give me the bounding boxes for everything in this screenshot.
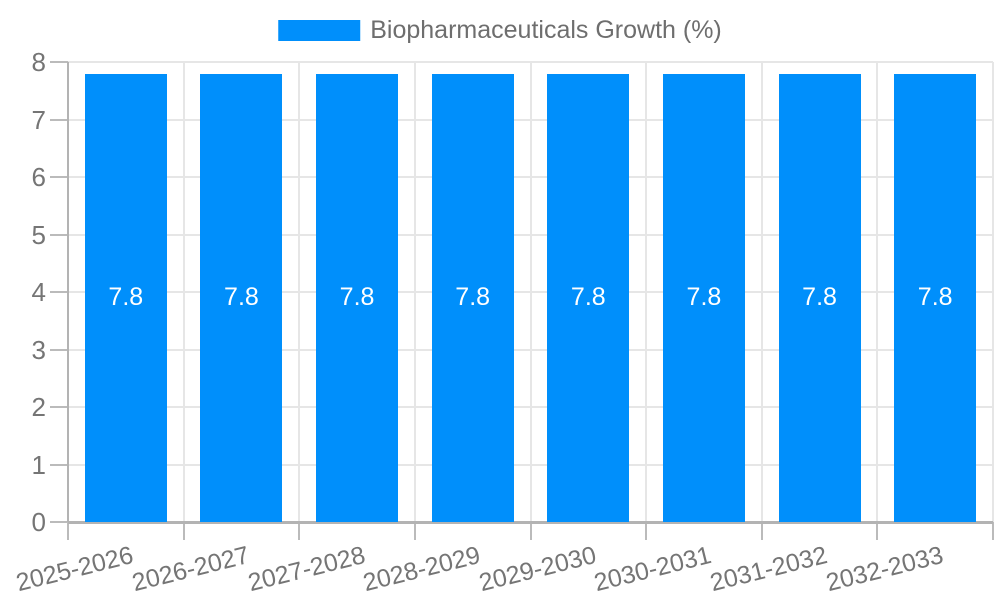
y-axis-label: 3 xyxy=(31,334,46,365)
v-gridline xyxy=(298,62,301,522)
bar[interactable]: 7.8 xyxy=(778,73,861,522)
y-axis-tick xyxy=(50,118,68,121)
x-axis-tick xyxy=(182,522,185,540)
bar-value-label: 7.8 xyxy=(802,283,837,312)
x-axis-label: 2029-2030 xyxy=(476,541,599,598)
y-axis-tick xyxy=(50,463,68,466)
y-axis-label: 6 xyxy=(31,162,46,192)
bar-value-label: 7.8 xyxy=(570,283,606,312)
x-axis-label: 2032-2033 xyxy=(822,541,946,598)
v-gridline xyxy=(413,62,416,522)
y-axis-tick xyxy=(50,176,68,178)
x-axis-tick xyxy=(760,522,763,540)
v-gridline xyxy=(529,62,532,522)
bar[interactable]: 7.8 xyxy=(894,73,977,522)
bar-value-label: 7.8 xyxy=(455,283,491,312)
x-axis-tick xyxy=(645,522,648,540)
x-axis-tick xyxy=(413,522,416,540)
legend[interactable]: Biopharmaceuticals Growth (%) xyxy=(278,16,722,44)
x-axis-label: 2027-2028 xyxy=(244,541,368,598)
y-axis-label: 1 xyxy=(31,449,46,480)
y-axis-label: 0 xyxy=(31,507,46,537)
bar[interactable]: 7.8 xyxy=(431,73,514,522)
bar[interactable]: 7.8 xyxy=(200,73,283,522)
bar-value-label: 7.8 xyxy=(686,283,722,312)
bar[interactable]: 7.8 xyxy=(84,73,167,522)
v-gridline xyxy=(992,62,994,522)
x-axis-label: 2026-2027 xyxy=(129,541,252,598)
x-axis-tick xyxy=(298,522,301,540)
bar[interactable]: 7.8 xyxy=(662,73,745,522)
y-axis-line xyxy=(67,62,69,522)
x-axis-baseline xyxy=(68,521,993,524)
y-axis-tick xyxy=(50,61,68,63)
y-axis-tick xyxy=(50,291,68,293)
x-axis-tick xyxy=(876,522,879,540)
bar[interactable]: 7.8 xyxy=(316,73,399,522)
bar[interactable]: 7.8 xyxy=(547,73,630,522)
y-axis-tick xyxy=(50,233,68,236)
x-axis-tick xyxy=(992,522,994,540)
y-axis-tick xyxy=(50,406,68,408)
x-axis-label: 2031-2032 xyxy=(707,541,831,598)
v-gridline xyxy=(876,62,879,522)
y-axis-label: 2 xyxy=(31,392,46,422)
bar-value-label: 7.8 xyxy=(108,283,144,312)
y-axis-label: 5 xyxy=(31,219,46,250)
x-axis-tick xyxy=(529,522,532,540)
v-gridline xyxy=(760,62,763,522)
y-axis-label: 4 xyxy=(31,277,46,307)
v-gridline xyxy=(182,62,185,522)
y-axis-tick xyxy=(50,348,68,351)
legend-swatch xyxy=(278,19,361,41)
x-axis-label: 2025-2026 xyxy=(13,541,137,598)
y-axis-tick xyxy=(50,521,68,523)
y-axis-label: 7 xyxy=(31,104,46,135)
x-axis-label: 2030-2031 xyxy=(591,541,715,598)
bar-value-label: 7.8 xyxy=(224,283,259,312)
x-axis-label: 2028-2029 xyxy=(360,541,484,598)
v-gridline xyxy=(645,62,648,522)
bar-value-label: 7.8 xyxy=(917,283,953,312)
x-axis-tick xyxy=(67,522,69,540)
bar-value-label: 7.8 xyxy=(339,283,375,312)
legend-label: Biopharmaceuticals Growth (%) xyxy=(370,16,722,44)
y-axis-label: 8 xyxy=(31,47,46,77)
